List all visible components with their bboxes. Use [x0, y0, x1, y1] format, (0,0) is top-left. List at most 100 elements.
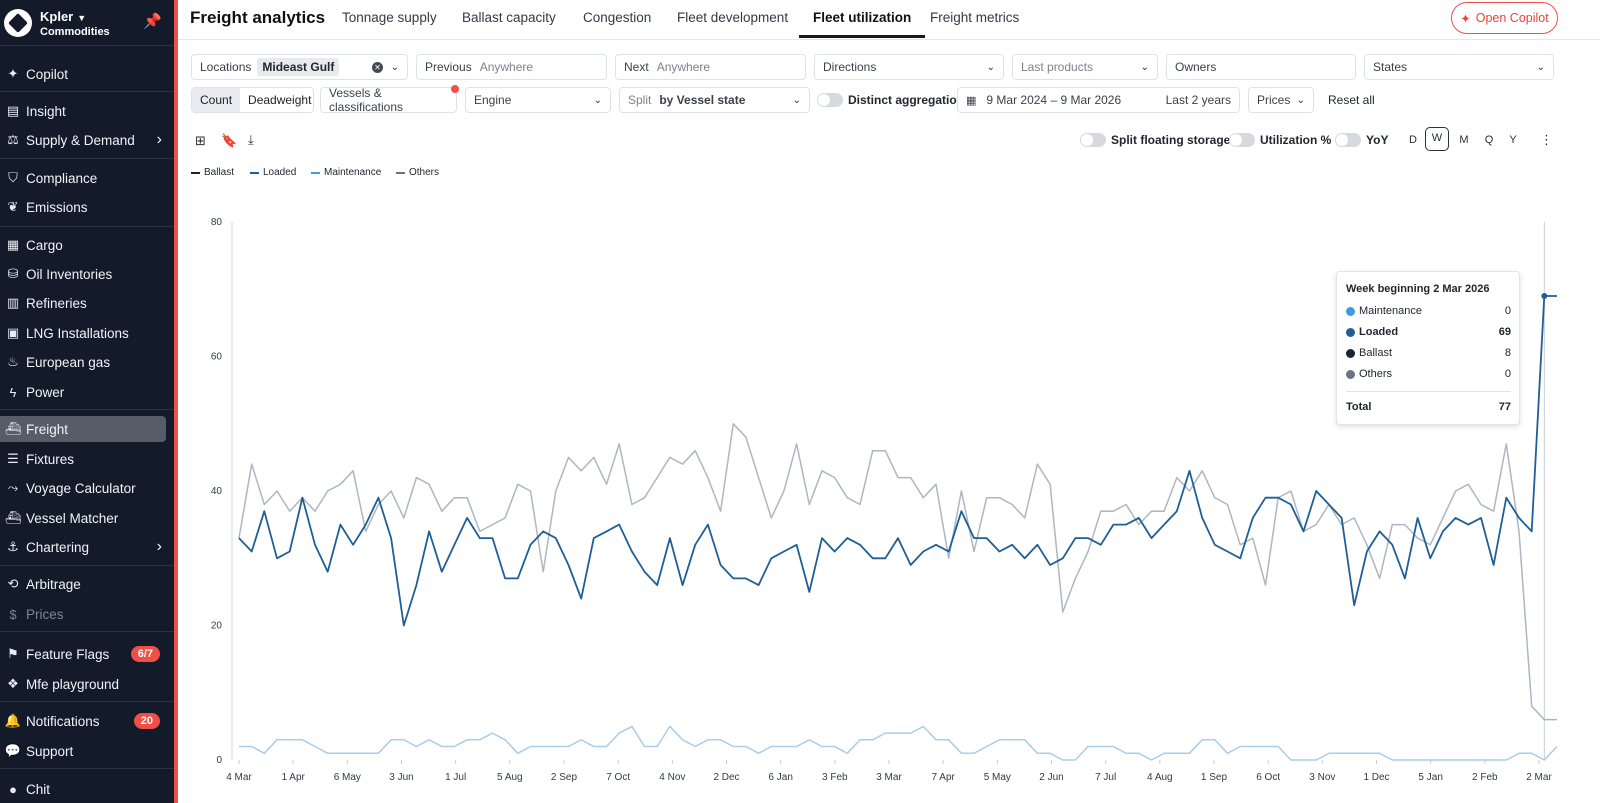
y-tick-label: 20 [211, 621, 223, 632]
sidebar-item-fixtures[interactable]: ☰ Fixtures [0, 446, 174, 472]
sidebar-item-mfe-playground[interactable]: ❖ Mfe playground [0, 671, 174, 697]
tooltip-row-others: Others 0 [1346, 366, 1511, 382]
open-copilot-button[interactable]: ✦ Open Copilot [1451, 2, 1558, 34]
sidebar-divider [0, 409, 174, 410]
chevron-down-icon: ⌄ [1536, 61, 1545, 73]
utilization-label: Utilization % [1260, 133, 1332, 147]
sidebar-item-compliance[interactable]: ⛉ Compliance [0, 165, 174, 191]
split-floating-storage-toggle[interactable] [1080, 133, 1106, 147]
sidebar-item-oil-inventories[interactable]: ⛁ Oil Inventories [0, 261, 174, 287]
vessels-classifications-button[interactable]: Vessels & classifications [320, 86, 457, 114]
period-day[interactable]: D [1409, 134, 1417, 146]
grid-view-icon[interactable]: ⊞ [195, 133, 206, 148]
tooltip-divider [1346, 391, 1511, 392]
directions-select[interactable]: Directions ⌄ [814, 54, 1004, 80]
distinct-aggregation-toggle[interactable] [817, 93, 843, 107]
date-range-picker[interactable]: ▦ 9 Mar 2024 – 9 Mar 2026 Last 2 years [957, 87, 1240, 113]
yoy-toggle[interactable] [1335, 133, 1361, 147]
sidebar-item-power[interactable]: ϟ Power [0, 379, 174, 405]
x-tick-label: 6 Oct [1256, 772, 1280, 783]
chat-icon: 💬 [4, 743, 22, 758]
sidebar-item-arbitrage[interactable]: ⟲ Arbitrage [0, 571, 174, 597]
sidebar-item-emissions[interactable]: ❦ Emissions [0, 194, 174, 220]
sidebar-item-cargo[interactable]: ▦ Cargo [0, 232, 174, 258]
legend-item-others[interactable]: Others [396, 167, 439, 178]
tab-fleet-utilization[interactable]: Fleet utilization [799, 0, 926, 38]
legend-item-ballast[interactable]: Ballast [191, 167, 234, 178]
caret-down-icon: ▼ [77, 13, 87, 23]
tooltip-row-ballast: Ballast 8 [1346, 345, 1511, 361]
sidebar-item-voyage-calculator[interactable]: ⤳ Voyage Calculator [0, 475, 174, 501]
clear-icon[interactable]: ✕ [372, 61, 383, 73]
pin-icon[interactable]: 📌 [143, 13, 162, 30]
legend-swatch [396, 171, 405, 174]
location-chip: Mideast Gulf [257, 58, 340, 76]
fleet-utilization-chart[interactable]: 0 20 40 60 80 4 Mar 1 Apr 6 May 3 Jun 1 Jul 5 Aug 2… [178, 195, 1598, 803]
sidebar-item-refineries[interactable]: ▥ Refineries [0, 290, 174, 316]
chevron-down-icon: ⌄ [1140, 61, 1149, 73]
download-icon[interactable]: ⤓ [248, 132, 254, 147]
sidebar-item-support[interactable]: 💬 Support [0, 738, 174, 764]
active-filter-indicator [451, 85, 459, 93]
states-select[interactable]: States ⌄ [1364, 54, 1554, 80]
user-profile[interactable]: ● Chit [0, 776, 174, 802]
next-filter[interactable]: Next Anywhere [615, 54, 806, 80]
sidebar-item-european-gas[interactable]: ♨ European gas [0, 349, 174, 375]
tab-fleet-development[interactable]: Fleet development [677, 10, 789, 25]
period-quarter[interactable]: Q [1484, 134, 1494, 146]
sidebar-item-prices[interactable]: $ Prices [0, 601, 174, 627]
y-tick-label: 0 [216, 755, 222, 766]
legend-item-maintenance[interactable]: Maintenance [311, 167, 381, 178]
deadweight-option[interactable]: Deadweight [248, 93, 312, 107]
sidebar-item-notifications[interactable]: 🔔 Notifications 20 [0, 708, 174, 734]
sidebar-item-insight[interactable]: ▤ Insight [0, 98, 174, 124]
split-select[interactable]: Split by Vessel state ⌄ [619, 87, 810, 113]
y-tick-label: 40 [211, 486, 223, 497]
legend-swatch [191, 171, 200, 174]
engine-select[interactable]: Engine ⌄ [465, 87, 611, 113]
x-tick-label: 2 Dec [713, 772, 739, 783]
legend-item-loaded[interactable]: Loaded [250, 167, 296, 178]
sidebar-item-supply-demand[interactable]: ⚖ Supply & Demand › [0, 127, 174, 153]
period-month[interactable]: M [1459, 134, 1469, 146]
sidebar-item-copilot[interactable]: ✦ Copilot [0, 61, 174, 87]
legend-swatch [311, 171, 320, 174]
tab-tonnage-supply[interactable]: Tonnage supply [342, 10, 437, 25]
x-tick-label: 2 Jun [1039, 772, 1063, 783]
prices-select[interactable]: Prices ⌄ [1248, 87, 1314, 113]
tooltip-title: Week beginning 2 Mar 2026 [1346, 283, 1490, 295]
x-tick-label: 7 Jul [1095, 772, 1116, 783]
tab-congestion[interactable]: Congestion [583, 10, 652, 25]
series-dot [1346, 348, 1355, 358]
utilization-toggle[interactable] [1229, 133, 1255, 147]
period-week[interactable]: W [1425, 127, 1449, 151]
x-tick-label: 5 Aug [497, 772, 523, 783]
reset-all-button[interactable]: Reset all [1328, 93, 1375, 107]
route-icon: ⤳ [7, 480, 19, 495]
sidebar-item-chartering[interactable]: ⚓ Chartering › [0, 534, 174, 560]
last-products-select[interactable]: Last products ⌄ [1012, 54, 1158, 80]
series-line-ballast [238, 423, 1557, 721]
sidebar-item-freight[interactable]: ⛴ Freight [0, 416, 166, 442]
more-options-icon[interactable]: ⋮ [1540, 132, 1553, 147]
brand-switcher[interactable]: Kpler ▼ Commodities 📌 [0, 0, 174, 46]
series-dot [1346, 306, 1355, 316]
count-option[interactable]: Count [192, 88, 241, 112]
bookmark-icon[interactable]: 🔖 [221, 133, 238, 148]
owners-filter[interactable]: Owners [1166, 54, 1356, 80]
arbitrage-icon: ⟲ [7, 576, 19, 591]
previous-filter[interactable]: Previous Anywhere [416, 54, 607, 80]
sidebar-item-vessel-matcher[interactable]: ⛴ Vessel Matcher [0, 505, 174, 531]
x-tick-label: 2 Sep [551, 772, 578, 783]
tab-ballast-capacity[interactable]: Ballast capacity [462, 10, 556, 25]
tab-freight-metrics[interactable]: Freight metrics [930, 10, 1020, 25]
sidebar-item-feature-flags[interactable]: ⚑ Feature Flags 6/7 [0, 641, 174, 667]
x-tick-label: 4 Nov [659, 772, 685, 783]
period-year[interactable]: Y [1509, 134, 1517, 146]
x-tick-label: 7 Apr [931, 772, 955, 783]
oil-tank-icon: ⛁ [7, 266, 19, 281]
sidebar-item-lng-installations[interactable]: ▣ LNG Installations [0, 320, 174, 346]
series-dot [1346, 327, 1355, 337]
sidebar-divider [0, 565, 174, 566]
locations-filter[interactable]: Locations Mideast Gulf ✕ ⌄ [191, 54, 408, 80]
